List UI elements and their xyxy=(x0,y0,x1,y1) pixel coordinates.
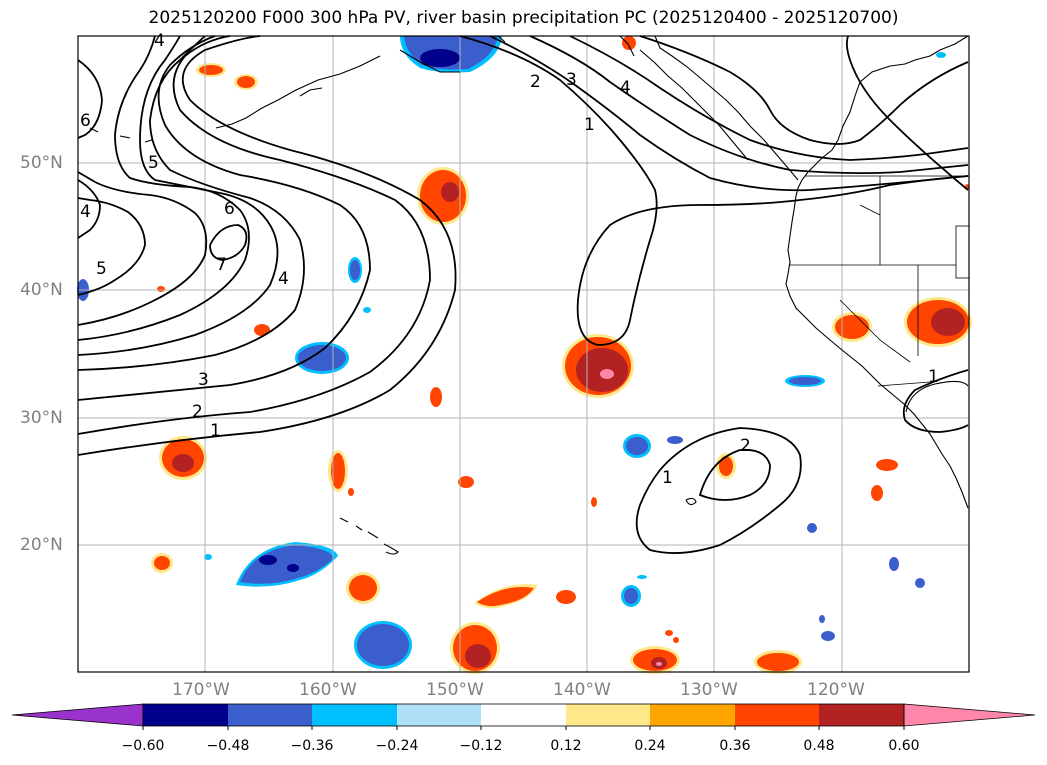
colorbar-extend-min xyxy=(11,703,144,727)
precip-blob xyxy=(348,257,362,283)
colorbar-tick: 0.60 xyxy=(888,738,920,754)
precip-blob xyxy=(621,585,641,607)
lat-label-50n: 50°N xyxy=(20,153,63,173)
contour-label: 2 xyxy=(192,402,203,422)
precip-blob xyxy=(876,459,898,471)
colorbar-tick: −0.36 xyxy=(290,738,334,754)
precip-blob xyxy=(754,650,802,674)
contour-label: 1 xyxy=(928,367,939,387)
contour-label: 4 xyxy=(154,31,165,51)
contour-label: 3 xyxy=(566,70,577,90)
precip-blob xyxy=(236,542,338,587)
contour-label: 6 xyxy=(80,111,91,131)
map-frame xyxy=(77,35,970,673)
precip-blob xyxy=(458,476,474,488)
contour-label: 1 xyxy=(210,421,221,441)
precip-blob xyxy=(417,167,469,225)
lon-label-140w: 140°W xyxy=(553,680,611,700)
precip-negative-layer xyxy=(77,36,946,669)
lon-label-170w: 170°W xyxy=(172,680,230,700)
contour-label: 3 xyxy=(198,370,209,390)
lon-label-150w: 150°W xyxy=(426,680,484,700)
contour-label: 2 xyxy=(530,72,541,92)
colorbar-segment xyxy=(312,704,397,726)
colorbar-outline xyxy=(142,703,905,727)
contour-label: 4 xyxy=(620,78,631,98)
precip-blob xyxy=(785,375,825,387)
precip-blob xyxy=(623,434,651,458)
lat-label-40n: 40°N xyxy=(20,280,63,300)
precip-blob xyxy=(346,572,380,604)
precip-blob xyxy=(871,485,883,501)
precip-blob xyxy=(254,324,270,336)
map-title: 2025120200 F000 300 hPa PV, river basin … xyxy=(148,8,899,28)
colorbar-tick: 0.24 xyxy=(634,738,666,754)
precip-blob xyxy=(234,74,258,90)
lon-label-120w: 120°W xyxy=(807,680,865,700)
borders xyxy=(790,175,970,387)
precip-blob xyxy=(430,387,442,407)
lon-label-130w: 130°W xyxy=(680,680,738,700)
colorbar-tick: 0.36 xyxy=(719,738,751,754)
contour-label: 5 xyxy=(96,259,107,279)
contour-label-layer: 4 2 3 4 1 6 5 6 4 5 7 4 3 2 1 1 1 2 xyxy=(80,31,939,488)
precip-blob xyxy=(562,334,634,398)
precip-blob xyxy=(295,342,349,374)
pv-contours xyxy=(77,35,969,554)
contour-label: 4 xyxy=(80,202,91,222)
contour-label: 6 xyxy=(224,199,235,219)
precip-blob xyxy=(904,297,972,347)
precip-blob xyxy=(622,36,636,50)
colorbar-segment xyxy=(819,704,904,726)
precip-blob xyxy=(151,553,173,573)
precip-blob xyxy=(450,622,500,674)
contour-label: 5 xyxy=(148,153,159,173)
contour-label: 1 xyxy=(662,468,673,488)
colorbar-segment xyxy=(481,704,566,726)
colorbar-segment xyxy=(650,704,735,726)
colorbar-segment xyxy=(143,704,228,726)
colorbar-extend-max xyxy=(903,703,1036,727)
contour-label: 2 xyxy=(740,436,751,456)
colorbar-tick: −0.12 xyxy=(459,738,503,754)
lon-label-160w: 160°W xyxy=(299,680,357,700)
precip-blob xyxy=(400,36,502,73)
precip-blob xyxy=(630,646,680,674)
colorbar-segments xyxy=(11,703,1036,730)
contour-label: 7 xyxy=(216,255,227,275)
colorbar-tick: 0.12 xyxy=(550,738,582,754)
coastlines xyxy=(89,35,969,555)
lat-label-30n: 30°N xyxy=(20,408,63,428)
gridlines xyxy=(78,36,969,672)
precip-blob xyxy=(556,590,576,604)
colorbar-segment xyxy=(735,704,819,726)
colorbar-segment xyxy=(228,704,312,726)
contour-label: 4 xyxy=(278,269,289,289)
colorbar-tick: −0.48 xyxy=(206,738,250,754)
colorbar-tick: −0.24 xyxy=(375,738,419,754)
colorbar-segment xyxy=(397,704,481,726)
precip-blob xyxy=(474,584,538,609)
precip-positive-layer xyxy=(151,36,972,674)
lat-label-20n: 20°N xyxy=(20,535,63,555)
colorbar-tick: 0.48 xyxy=(803,738,835,754)
precip-blob xyxy=(159,436,207,480)
colorbar-segment xyxy=(566,704,650,726)
precip-blob xyxy=(354,621,412,669)
colorbar-tick: −0.60 xyxy=(121,738,165,754)
contour-label: 1 xyxy=(584,115,595,135)
